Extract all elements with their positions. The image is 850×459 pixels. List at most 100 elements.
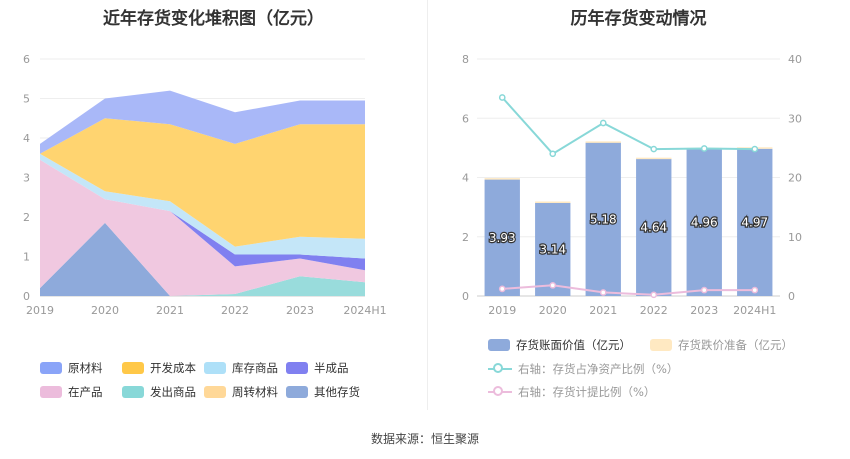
legend-swatch	[286, 362, 308, 374]
line-point	[700, 145, 708, 152]
line-point	[751, 145, 759, 153]
area-原材料	[40, 90, 365, 154]
legend-swatch	[40, 386, 62, 398]
left-legend-item[interactable]: 周转材料	[204, 384, 278, 400]
left-legend-item[interactable]: 库存商品	[204, 360, 278, 376]
bar-impairment-provision	[535, 201, 571, 203]
right-x-tick-label: 2019	[488, 304, 516, 317]
legend-label: 库存商品	[232, 361, 278, 375]
data-source: 数据来源：恒生聚源	[370, 432, 479, 446]
left-x-tick-label: 2019	[26, 304, 54, 317]
line-point	[549, 281, 557, 289]
left-y-tick-label: 4	[23, 132, 30, 145]
right-x-tick-label: 2022	[640, 304, 668, 317]
left-y-tick-label: 2	[23, 211, 30, 224]
legend-label: 存货跌价准备（亿元）	[678, 338, 793, 352]
left-legend-item[interactable]: 开发成本	[122, 360, 196, 376]
left-legend-item[interactable]: 原材料	[40, 360, 103, 376]
left-x-tick-label: 2022	[221, 304, 249, 317]
right-x-tick-label: 2021	[589, 304, 617, 317]
right-chart-title: 历年存货变动情况	[570, 9, 707, 29]
legend-swatch	[204, 362, 226, 374]
bar-inventory-value	[585, 142, 621, 296]
line-point	[751, 286, 759, 294]
legend-label: 右轴：存货计提比例（%）	[518, 385, 656, 399]
line-point	[599, 119, 607, 127]
bar-value-label: 4.96	[691, 216, 718, 230]
left-y-tick-label: 0	[23, 290, 30, 303]
right-y2-tick-label: 30	[788, 112, 802, 125]
right-y2-tick-label: 20	[788, 172, 802, 185]
legend-line-marker	[488, 386, 512, 398]
left-legend-item[interactable]: 发出商品	[122, 384, 196, 400]
bar-impairment-provision	[585, 141, 621, 143]
area-在产品	[40, 159, 365, 296]
left-x-tick-label: 2021	[156, 304, 184, 317]
bar-value-label: 3.93	[489, 231, 516, 245]
line-point	[498, 285, 506, 293]
line-右轴：存货计提比例（%）	[502, 284, 755, 296]
legend-label: 发出商品	[150, 385, 196, 399]
legend-swatch	[650, 339, 672, 351]
right-x-tick-label: 2023	[690, 304, 718, 317]
right-legend-item[interactable]: 右轴：存货占净资产比例（%）	[488, 361, 678, 377]
area-发出商品	[40, 222, 365, 296]
right-y2-tick-label: 0	[788, 290, 795, 303]
line-point	[650, 145, 658, 153]
line-point	[700, 286, 708, 294]
right-left-y-tick-label: 6	[462, 112, 469, 125]
panel-divider	[427, 0, 428, 410]
bar-value-label: 3.14	[539, 242, 566, 256]
right-legend-item[interactable]: 存货跌价准备（亿元）	[650, 337, 793, 353]
bar-inventory-value	[686, 149, 722, 296]
legend-swatch	[122, 362, 144, 374]
area-半成品	[40, 159, 365, 271]
left-y-tick-label: 3	[23, 172, 30, 185]
legend-label: 其他存货	[314, 385, 360, 399]
legend-swatch	[286, 386, 308, 398]
left-y-tick-label: 1	[23, 251, 30, 264]
left-y-tick-label: 6	[23, 53, 30, 66]
line-point	[549, 150, 557, 158]
legend-label: 周转材料	[232, 385, 278, 399]
right-left-y-tick-label: 0	[462, 290, 469, 303]
area-其他存货	[40, 222, 365, 296]
right-legend-item[interactable]: 右轴：存货计提比例（%）	[488, 384, 655, 400]
right-x-tick-label: 2024H1	[733, 304, 776, 317]
right-y2-tick-label: 10	[788, 231, 802, 244]
left-x-tick-label: 2024H1	[343, 304, 386, 317]
line-point	[498, 94, 506, 101]
left-y-tick-label: 5	[23, 93, 30, 106]
legend-label: 右轴：存货占净资产比例（%）	[518, 362, 679, 376]
left-legend-item[interactable]: 半成品	[286, 360, 349, 376]
charts-canvas: 0 1 2 3 4 5 6 2019 2020 2021 2022 2023 2024H1 0 2 4 6 8 0 1…	[23, 53, 802, 317]
bar-impairment-provision	[484, 178, 520, 180]
legend-label: 原材料	[68, 361, 103, 375]
left-x-tick-label: 2020	[91, 304, 119, 317]
left-legend-item[interactable]: 其他存货	[286, 384, 360, 400]
left-x-tick-label: 2023	[286, 304, 314, 317]
left-chart-title: 近年存货变化堆积图（亿元）	[103, 9, 324, 29]
bar-impairment-provision	[636, 157, 672, 160]
legend-swatch	[488, 339, 510, 351]
right-left-y-tick-label: 8	[462, 53, 469, 66]
right-left-y-tick-label: 4	[462, 172, 469, 185]
legend-label: 存货账面价值（亿元）	[516, 338, 631, 352]
left-legend-item[interactable]: 在产品	[40, 384, 103, 400]
legend-dot	[493, 386, 503, 396]
legend-line-marker	[488, 363, 512, 375]
bar-inventory-value	[737, 148, 773, 296]
area-开发成本	[40, 118, 365, 247]
legend-swatch	[204, 386, 226, 398]
legend-dot	[493, 363, 503, 373]
legend-label: 开发成本	[150, 361, 196, 375]
right-left-y-tick-label: 2	[462, 231, 469, 244]
right-legend-item[interactable]: 存货账面价值（亿元）	[488, 337, 631, 353]
right-x-tick-label: 2020	[539, 304, 567, 317]
legend-swatch	[122, 386, 144, 398]
area-库存商品	[40, 153, 365, 259]
bar-inventory-value	[484, 179, 520, 296]
bar-value-label: 4.97	[741, 215, 768, 229]
legend-label: 在产品	[68, 385, 103, 399]
bar-value-label: 4.64	[640, 220, 667, 234]
